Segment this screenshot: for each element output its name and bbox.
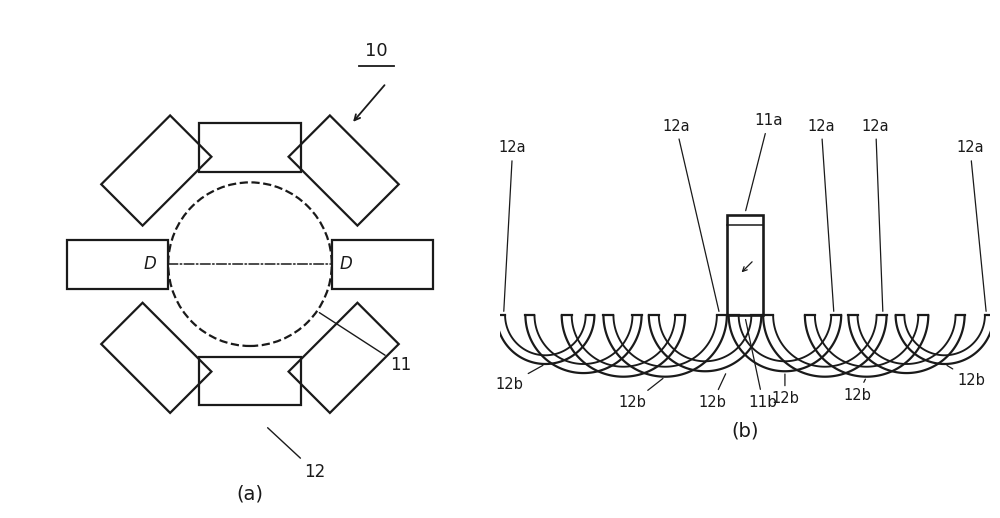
Text: (a): (a) (237, 484, 264, 503)
Text: 12a: 12a (956, 140, 986, 311)
Text: 12b: 12b (698, 374, 726, 410)
Text: (b): (b) (731, 422, 759, 441)
Text: 11b: 11b (746, 320, 778, 410)
Text: 12: 12 (268, 428, 326, 481)
Text: 12b: 12b (619, 379, 663, 410)
Text: 11a: 11a (746, 113, 783, 211)
Text: D: D (340, 255, 352, 273)
Text: 12b: 12b (771, 374, 799, 406)
Text: 12a: 12a (862, 119, 889, 311)
Text: D: D (144, 255, 157, 273)
Text: 11: 11 (319, 312, 411, 375)
Text: 12b: 12b (495, 365, 543, 392)
Text: 12b: 12b (947, 365, 986, 388)
Text: 12b: 12b (844, 379, 871, 402)
Text: 12a: 12a (662, 119, 719, 311)
Text: 12a: 12a (807, 119, 835, 311)
Bar (727, 215, 763, 315)
Text: 12a: 12a (499, 140, 527, 311)
Text: 10: 10 (365, 41, 388, 60)
